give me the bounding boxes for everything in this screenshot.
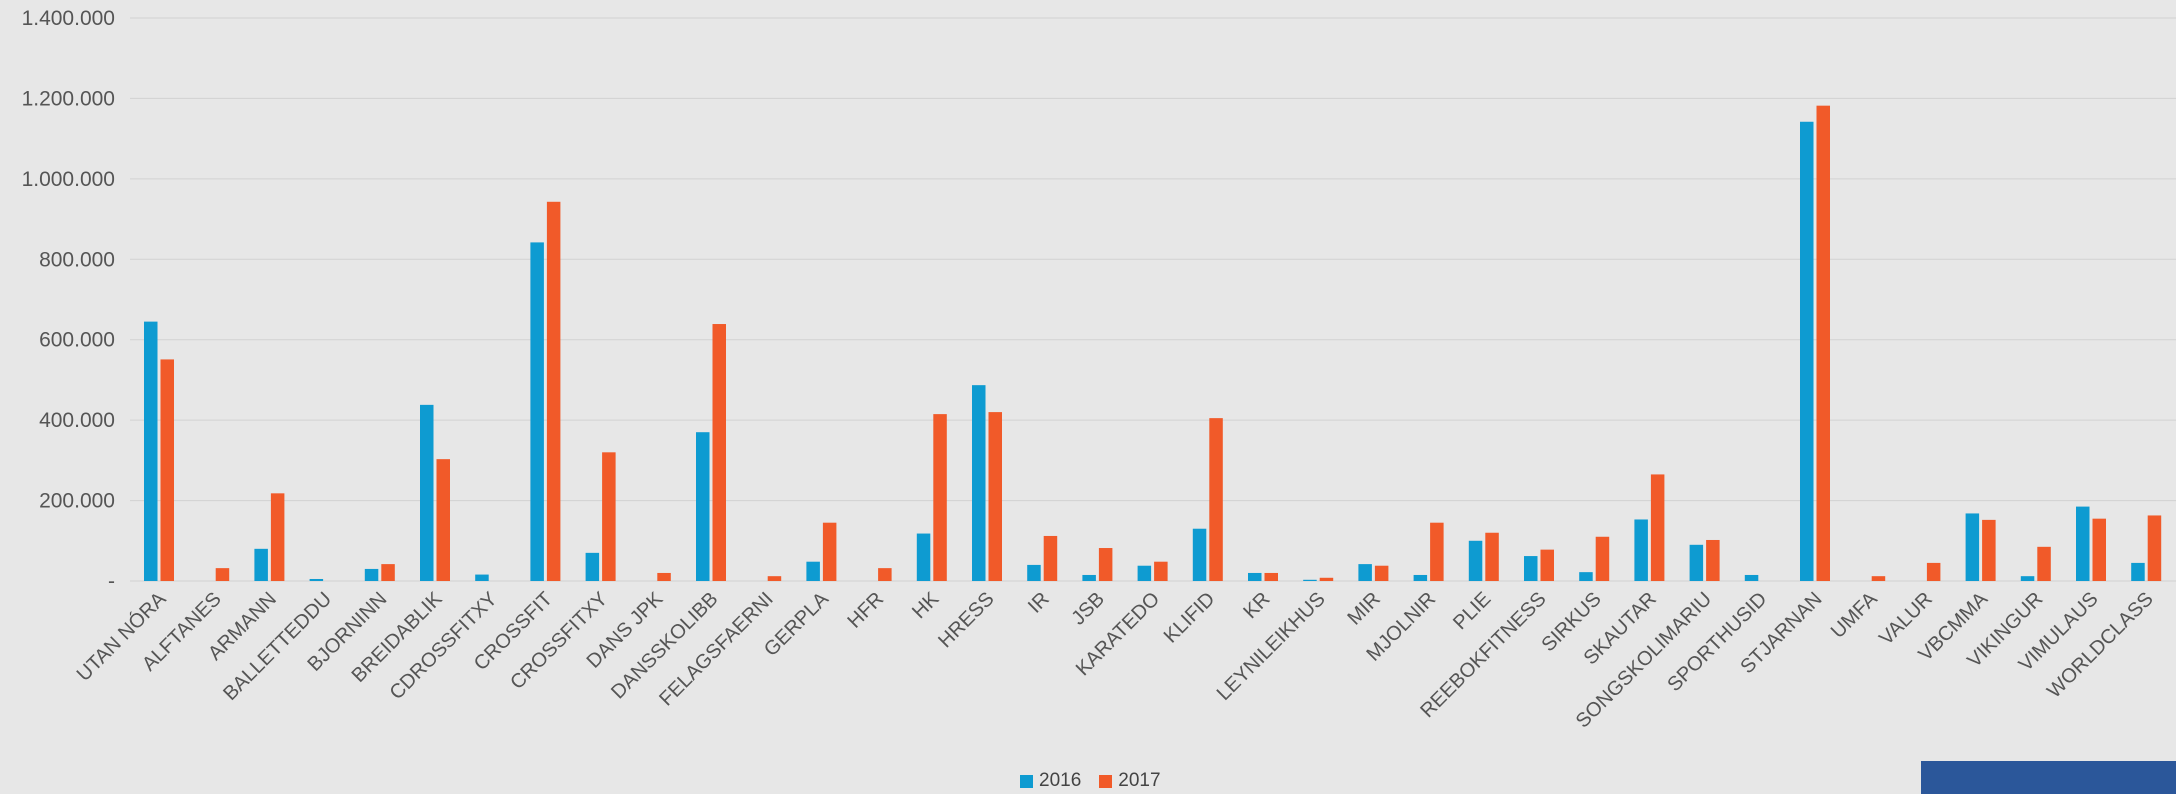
bar-2016 xyxy=(806,561,820,581)
bar-2017 xyxy=(215,568,230,581)
bar-2016 xyxy=(1027,564,1041,581)
x-tick-label: HRESS xyxy=(934,588,998,652)
bar-2016 xyxy=(972,385,986,581)
x-tick-label: SPORTHUSID xyxy=(1663,588,1771,696)
bar-2017 xyxy=(933,414,947,581)
bar-2017 xyxy=(822,522,837,581)
bar-2017 xyxy=(1430,522,1444,581)
bar-2017 xyxy=(1485,532,1499,581)
bar-2016 xyxy=(916,533,931,581)
bar-2016 xyxy=(1579,572,1593,581)
x-tick-label: MIR xyxy=(1343,588,1384,629)
x-tick-label: CROSSFITXY xyxy=(506,588,612,694)
bar-2017 xyxy=(988,412,1002,581)
bar-2017 xyxy=(270,493,285,581)
bar-2017 xyxy=(602,452,616,581)
y-tick-label: 800.000 xyxy=(39,248,115,271)
bar-2016 xyxy=(309,578,324,581)
corner-box xyxy=(1921,761,2176,794)
bar-2016 xyxy=(1248,572,1262,581)
bar-2016 xyxy=(1358,564,1372,581)
x-tick-label: HK xyxy=(908,588,944,624)
bar-2017 xyxy=(436,459,450,581)
y-tick-label: 400.000 xyxy=(39,409,115,432)
legend-item-2016: 2016 xyxy=(1020,770,1081,792)
bar-2017 xyxy=(1374,565,1389,581)
bar-2016 xyxy=(1303,579,1317,581)
legend: 2016 2017 xyxy=(1020,770,1161,792)
bar-2017 xyxy=(767,576,782,581)
bar-2016 xyxy=(585,552,600,581)
bar-2017 xyxy=(1209,418,1223,581)
bar-2017 xyxy=(2092,518,2106,581)
legend-item-2017: 2017 xyxy=(1099,770,1161,792)
legend-swatch-2017 xyxy=(1099,774,1113,788)
bar-2016 xyxy=(1965,513,1980,581)
bar-2017 xyxy=(1816,105,1830,581)
y-tick-label: 1.000.000 xyxy=(22,168,115,191)
bar-2016 xyxy=(254,548,268,581)
bar-2016 xyxy=(696,432,710,581)
bar-2017 xyxy=(712,324,726,581)
bar-2017 xyxy=(657,572,671,581)
bar-2016 xyxy=(364,568,379,581)
bar-2017 xyxy=(2037,546,2051,581)
legend-label-2017: 2017 xyxy=(1118,770,1161,791)
bar-2017 xyxy=(1043,535,1058,581)
bar-2016 xyxy=(1524,556,1538,581)
bar-2017 xyxy=(1595,536,1610,581)
x-tick-label: KLIFID xyxy=(1160,588,1220,648)
bar-2016 xyxy=(530,242,544,581)
bar-2016 xyxy=(1689,544,1704,581)
bar-2017 xyxy=(1706,539,1720,581)
bar-2017 xyxy=(1926,562,1941,581)
bar-2017 xyxy=(1540,549,1554,581)
x-tick-label: IR xyxy=(1024,588,1054,618)
bar-2017 xyxy=(381,564,395,581)
bar-2016 xyxy=(1137,565,1152,581)
bar-2016 xyxy=(1468,540,1483,581)
x-tick-label: PLIE xyxy=(1449,588,1495,634)
x-tick-label: JSB xyxy=(1067,588,1108,629)
bar-2016 xyxy=(420,404,434,581)
bar-2017 xyxy=(1154,561,1168,581)
bar-2016 xyxy=(1192,528,1207,581)
x-tick-label: HFR xyxy=(844,588,889,633)
y-tick-label: 1.200.000 xyxy=(22,87,115,110)
bar-2017 xyxy=(1319,577,1334,581)
bar-2017 xyxy=(878,568,892,581)
bar-2016 xyxy=(1634,519,1648,581)
x-tick-label: KR xyxy=(1239,588,1274,623)
bar-2016 xyxy=(2020,576,2035,581)
bar-2016 xyxy=(1082,574,1096,581)
bar-2016 xyxy=(1413,574,1428,581)
y-tick-label: 1.400.000 xyxy=(22,7,115,30)
bar-2017 xyxy=(160,359,174,581)
x-tick-label: UMFA xyxy=(1827,588,1882,643)
bar-2017 xyxy=(1264,572,1278,581)
y-tick-label: - xyxy=(108,570,115,593)
bar-2017 xyxy=(1650,474,1665,581)
bar-2016 xyxy=(144,321,158,581)
y-tick-label: 600.000 xyxy=(39,329,115,352)
legend-label-2016: 2016 xyxy=(1039,770,1082,791)
bar-2017 xyxy=(2147,515,2162,581)
bar-2016 xyxy=(1800,121,1814,581)
bar-2017 xyxy=(546,201,561,581)
bar-2017 xyxy=(1982,519,1996,581)
legend-swatch-2016 xyxy=(1020,774,1033,788)
bar-2017 xyxy=(1871,576,1886,581)
bar-2016 xyxy=(475,574,489,581)
bar-2016 xyxy=(2076,506,2090,581)
y-tick-label: 200.000 xyxy=(39,490,115,513)
bar-2016 xyxy=(1744,574,1759,581)
bar-2016 xyxy=(2131,562,2145,581)
bar-2017 xyxy=(1098,548,1113,581)
